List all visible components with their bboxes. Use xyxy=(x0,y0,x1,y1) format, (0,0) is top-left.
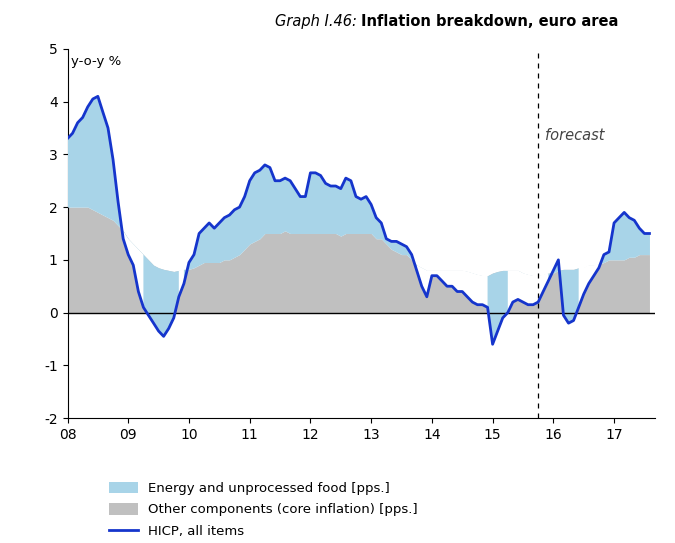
Legend: Energy and unprocessed food [pps.], Other components (core inflation) [pps.], HI: Energy and unprocessed food [pps.], Othe… xyxy=(103,476,423,543)
Text: y-o-y %: y-o-y % xyxy=(70,55,121,68)
Text: Inflation breakdown, euro area: Inflation breakdown, euro area xyxy=(361,14,618,29)
Text: Graph I.46:: Graph I.46: xyxy=(275,14,361,29)
Text: forecast: forecast xyxy=(545,128,605,143)
